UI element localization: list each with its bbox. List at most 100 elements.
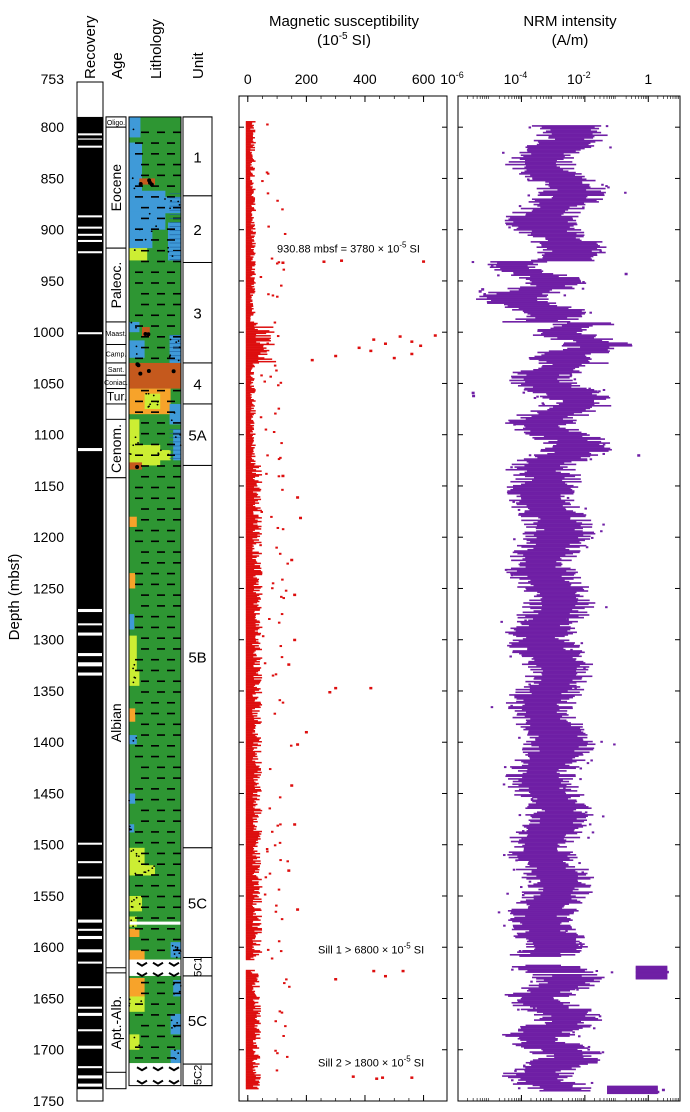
- nrm-bar: [548, 185, 590, 187]
- nrm-bar: [531, 870, 576, 872]
- nrm-bar: [532, 800, 578, 803]
- ms-bar: [245, 491, 254, 493]
- nrm-bar: [508, 707, 573, 710]
- ms-point: [277, 475, 281, 478]
- ms-bar: [245, 445, 252, 448]
- nrm-bar: [552, 444, 604, 447]
- nrm-point: [584, 811, 588, 814]
- ms-bar: [245, 879, 253, 882]
- lithology-limestone: [169, 403, 181, 425]
- nrm-bar: [522, 611, 588, 614]
- lithology-siltstone: [129, 573, 136, 589]
- nrm-bar: [496, 293, 543, 295]
- ms-bar: [245, 317, 251, 320]
- nrm-bar: [530, 799, 577, 802]
- ms-bar: [245, 391, 255, 394]
- recovery-gap: [78, 1006, 102, 1009]
- nrm-bar: [512, 1043, 580, 1045]
- ms-bar: [245, 786, 261, 789]
- ms-point: [410, 352, 414, 356]
- ms-bar: [245, 444, 256, 447]
- nrm-bar: [520, 496, 561, 499]
- recovery-gap: [78, 1012, 102, 1016]
- ms-point: [281, 528, 285, 531]
- nrm-bar: [553, 326, 590, 328]
- ms-point: [280, 613, 284, 616]
- ms-point: [280, 656, 284, 659]
- nrm-bar: [528, 730, 582, 732]
- ms-point: [271, 674, 275, 677]
- igneous-symbol: [152, 1066, 164, 1072]
- lithology-dot: [135, 326, 137, 329]
- igneous-symbol: [136, 961, 148, 967]
- lithology-sandstone: [129, 444, 161, 466]
- nrm-bar: [528, 860, 564, 863]
- nrm-frame: [457, 95, 681, 1102]
- ms-bar: [245, 455, 256, 458]
- nrm-bar: [516, 227, 575, 230]
- ms-bar: [245, 781, 256, 784]
- nrm-point: [524, 619, 527, 622]
- ms-bar: [245, 595, 258, 598]
- nrm-bar: [523, 431, 582, 434]
- ms-bar: [245, 357, 265, 359]
- ms-point: [401, 969, 405, 973]
- ms-point: [274, 1049, 277, 1052]
- ms-bar: [245, 932, 258, 935]
- ms-bar: [245, 146, 256, 149]
- nrm-bar: [523, 826, 584, 828]
- ms-point: [265, 472, 268, 475]
- nrm-bar: [524, 464, 561, 467]
- ms-bar: [245, 464, 255, 466]
- nrm-point: [586, 762, 590, 765]
- ms-bar: [245, 230, 253, 233]
- nrm-bar: [527, 806, 589, 808]
- ms-point: [270, 257, 274, 260]
- ms-bar: [245, 379, 255, 381]
- ms-bar: [245, 293, 251, 295]
- nrm-bar: [504, 306, 572, 308]
- nrm-point: [585, 546, 589, 549]
- ms-bar: [245, 355, 259, 358]
- nrm-intensity-panel: 10-6 10-4 10-2 1: [440, 70, 681, 1102]
- nrm-point: [578, 1035, 581, 1038]
- ms-bar: [245, 586, 263, 588]
- nrm-bar: [513, 487, 571, 490]
- ms-bar: [245, 881, 259, 883]
- ms-bar: [245, 272, 255, 274]
- ms-bar: [245, 330, 270, 332]
- ms-point: [279, 950, 283, 953]
- igneous-symbol: [168, 972, 180, 978]
- ms-point: [266, 172, 270, 175]
- nrm-bar: [525, 432, 587, 435]
- lithology-siltstone: [129, 516, 137, 527]
- nrm-bar: [514, 550, 581, 552]
- nrm-bar: [552, 446, 605, 448]
- ms-bar: [245, 839, 258, 841]
- ms-bar: [245, 439, 254, 442]
- nrm-point: [530, 798, 534, 801]
- nrm-bar: [541, 608, 573, 611]
- nrm-point: [563, 787, 566, 790]
- ms-point: [282, 1034, 285, 1037]
- lithology-dot: [133, 187, 136, 190]
- ms-bar: [245, 770, 258, 773]
- unit-interval: [182, 362, 213, 405]
- nrm-bar: [529, 599, 590, 602]
- ms-bar: [245, 769, 261, 771]
- igneous-symbol: [152, 961, 164, 967]
- nrm-bar: [512, 371, 582, 374]
- lithology-dot: [132, 444, 135, 447]
- nrm-bar: [510, 488, 573, 491]
- nrm-bar: [553, 1053, 583, 1056]
- nrm-bar: [522, 950, 582, 952]
- nrm-bar: [532, 976, 605, 979]
- nrm-bar: [489, 266, 536, 268]
- nrm-bar: [539, 1017, 599, 1020]
- nrm-bar: [539, 985, 578, 988]
- lithology-igneous: [129, 959, 181, 976]
- ms-point: [279, 823, 282, 826]
- nrm-bar: [526, 374, 560, 376]
- igneous-symbol: [168, 1079, 180, 1085]
- ms-bar: [245, 497, 254, 499]
